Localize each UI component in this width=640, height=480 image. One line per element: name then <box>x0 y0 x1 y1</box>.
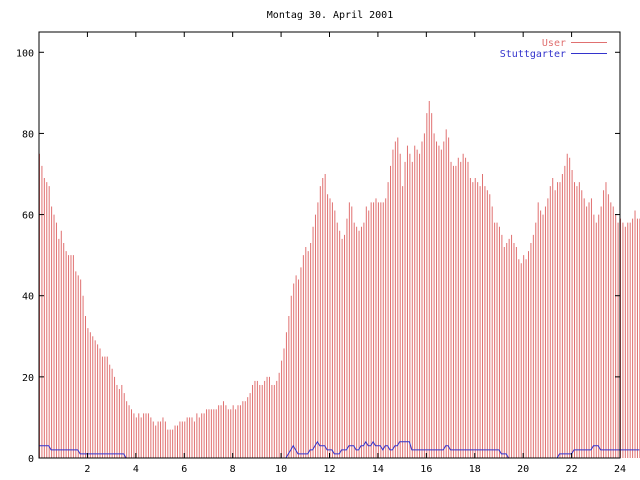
y-tick-label: 20 <box>22 373 34 384</box>
x-tick-label: 10 <box>275 464 287 475</box>
y-tick-label: 0 <box>28 454 34 465</box>
x-tick-label: 16 <box>420 464 432 475</box>
y-tick-label: 100 <box>16 48 34 59</box>
x-tick-label: 6 <box>181 464 187 475</box>
x-tick-label: 8 <box>230 464 236 475</box>
x-tick-label: 22 <box>566 464 578 475</box>
x-tick-label: 14 <box>372 464 384 475</box>
y-tick-label: 80 <box>22 129 34 140</box>
x-tick-label: 24 <box>614 464 626 475</box>
user-series-bars <box>39 100 640 458</box>
legend-label-user: User <box>542 38 566 49</box>
x-tick-label: 4 <box>133 464 139 475</box>
x-tick-label: 18 <box>469 464 481 475</box>
y-tick-label: 60 <box>22 211 34 222</box>
x-tick-label: 20 <box>517 464 529 475</box>
x-tick-label: 12 <box>323 464 335 475</box>
x-tick-label: 2 <box>84 464 90 475</box>
legend-label-stuttgarter: Stuttgarter <box>500 49 566 60</box>
legend: User Stuttgarter <box>500 38 607 60</box>
chart-title: Montag 30. April 2001 <box>267 10 393 21</box>
y-tick-label: 40 <box>22 292 34 303</box>
